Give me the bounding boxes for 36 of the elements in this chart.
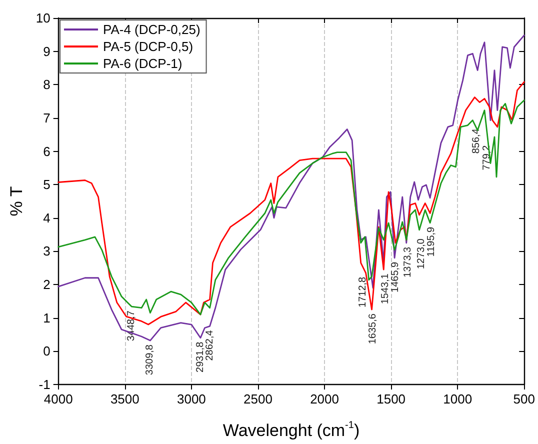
annotation: 1373,3: [402, 246, 414, 278]
y-tick-label: 0: [43, 344, 50, 359]
y-tick-label: 8: [43, 77, 50, 92]
x-tick-label: 4000: [44, 392, 73, 406]
annotation: 1465,9: [390, 261, 402, 292]
annotation: 3448,7: [126, 310, 138, 342]
legend-label: PA-6 (DCP-1): [103, 56, 182, 71]
y-tick-label: -1: [38, 377, 50, 392]
annotation: 856,4: [471, 128, 482, 154]
y-tick-label: 9: [43, 44, 50, 59]
y-tick-label: 4: [43, 210, 50, 226]
x-tick-label: 500: [513, 392, 536, 406]
x-tick-label: 3000: [176, 392, 206, 406]
x-tick-label: 2500: [244, 392, 272, 406]
y-axis-title: % T: [7, 186, 26, 216]
legend-label: PA-5 (DCP-0,5): [103, 39, 194, 54]
y-tick-label: 7: [43, 110, 50, 126]
annotation: 3309,8: [144, 344, 156, 376]
y-tick-label: 5: [43, 177, 50, 192]
x-tick-label: 1000: [443, 392, 472, 406]
annotation: 1195,9: [426, 226, 438, 257]
y-tick-label: 10: [36, 10, 50, 26]
y-tick-label: 3: [43, 244, 50, 259]
annotation: 1543,1: [380, 273, 391, 304]
y-tick-label: 2: [43, 277, 50, 292]
legend-label: PA-4 (DCP-0,25): [103, 22, 200, 37]
annotation: 2862,4: [204, 330, 216, 361]
x-tick-label: 2000: [310, 392, 339, 406]
x-tick-label: 3500: [110, 392, 140, 406]
x-tick-label: 1500: [376, 392, 406, 406]
y-tick-label: 6: [43, 144, 50, 159]
annotation: 2931,8: [195, 341, 206, 372]
annotation: 1635,6: [368, 313, 379, 344]
annotation: 1712,8: [357, 276, 368, 308]
annotation: 1273,0: [416, 238, 427, 270]
y-tick-label: 1: [43, 310, 50, 326]
